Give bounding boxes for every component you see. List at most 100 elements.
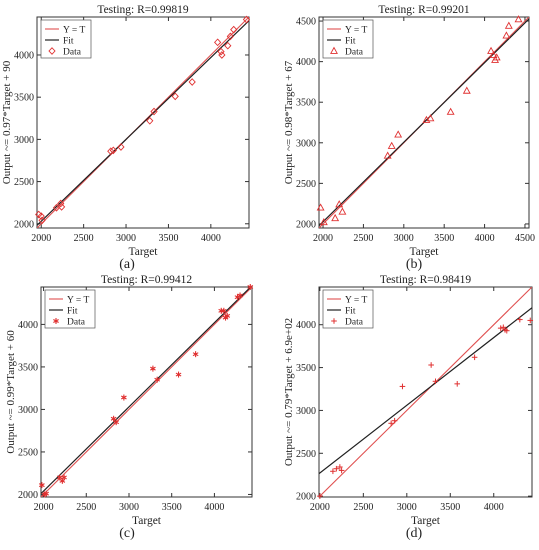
y-tick-label: 4500 [296,17,316,28]
data-point [242,15,251,24]
data-point [383,151,392,159]
data-point [171,92,179,101]
data-point [226,32,234,41]
data-point [224,312,231,319]
y-axis-label: Output ~= 0.99*Target + 60 [5,330,17,454]
chart-title: Testing: R=0.99412 [101,274,193,286]
x-axis-label: Target [410,246,440,258]
y-tick-label: 2000 [296,219,316,230]
x-axis-label: Target [411,515,441,527]
data-point [492,53,501,61]
data-point [230,25,238,34]
data-point [224,41,232,50]
data-point [192,351,199,358]
data-point [335,200,344,208]
y-tick-label: 3500 [296,363,316,374]
legend-entry: Y = T [345,296,367,306]
data-point [43,490,50,497]
y-axis-label: Output ~= 0.79*Target + 6.9e+02 [283,318,295,466]
data-point [150,107,158,116]
legend-entry: Y = T [345,26,367,36]
x-tick-label: 4500 [515,233,535,244]
y-tick-label: 2500 [14,177,34,188]
y-tick-label: 3000 [296,406,316,417]
legend-entry: Fit [63,37,74,47]
data-point [117,143,125,151]
data-point [514,15,523,23]
x-tick-label: 4000 [475,233,495,244]
y-tick-label: 3500 [14,93,34,104]
data-point [154,376,161,383]
x-tick-label: 2500 [76,502,96,513]
panel-label: (a) [119,257,135,272]
y-tick-label: 2500 [296,449,316,460]
x-tick-label: 3000 [119,502,139,513]
data-point [337,464,343,470]
chart-title: Testing: R=0.99819 [97,4,189,16]
x-axis-label: Target [129,246,159,258]
legend-box [44,289,96,329]
data-point [387,141,396,149]
legend-entry: Fit [67,307,78,317]
panel-label: (d) [406,526,423,541]
legend-entry: Fit [345,307,356,317]
data-point [109,146,117,155]
x-tick-label: 2500 [353,233,373,244]
legend-swatch-data [330,46,338,54]
legend-swatch-data [48,47,56,55]
x-tick-label: 3000 [116,233,136,244]
y-tick-label: 4000 [296,57,316,68]
data-point [316,203,325,211]
x-tick-label: 4000 [484,502,504,513]
data-point [317,493,323,499]
data-point [497,325,504,331]
data-point [175,371,182,378]
y-tick-label: 3000 [296,138,316,149]
y-axis-label: Output ~= 0.97*Target + 90 [1,60,13,184]
y-tick-label: 4000 [18,320,38,331]
legend-swatch-data [331,318,337,324]
data-point [527,317,534,324]
legend-entry: Y = T [63,26,85,36]
data-point [38,216,46,225]
x-tick-label: 2000 [31,233,51,244]
data-point [217,47,225,56]
data-point [471,354,478,361]
data-point [214,38,222,47]
data-point [388,420,394,427]
x-tick-label: 3500 [434,233,454,244]
data-point [330,468,336,475]
y-tick-label: 2500 [296,179,316,190]
data-points [38,284,254,498]
data-point [432,378,439,385]
data-point [487,46,496,54]
data-point [220,307,227,314]
data-point [338,207,347,215]
data-point [146,116,154,125]
data-point [454,381,461,387]
x-tick-label: 4000 [201,233,221,244]
data-point [319,217,328,226]
legend-entry: Y = T [67,296,89,306]
data-point [391,417,398,424]
data-point [61,474,67,481]
y-tick-label: 3000 [18,405,38,416]
data-point [489,50,498,58]
y-tick-label: 3500 [18,362,38,373]
x-tick-label: 3000 [397,502,417,513]
data-points [35,15,251,225]
y-tick-label: 3000 [14,135,34,146]
x-tick-label: 2500 [353,502,373,513]
data-point [150,365,156,372]
legend-entry: Fit [345,37,356,47]
legend-box [322,289,374,329]
chart-title: Testing: R=0.98419 [380,274,472,286]
x-tick-label: 3500 [162,502,182,513]
legend-swatch-data [53,318,59,324]
chart-panel-3: 2000 2500 3000 3500 4000 2000 2500 3000 3500 4000… [5,274,254,541]
data-point [218,51,226,59]
